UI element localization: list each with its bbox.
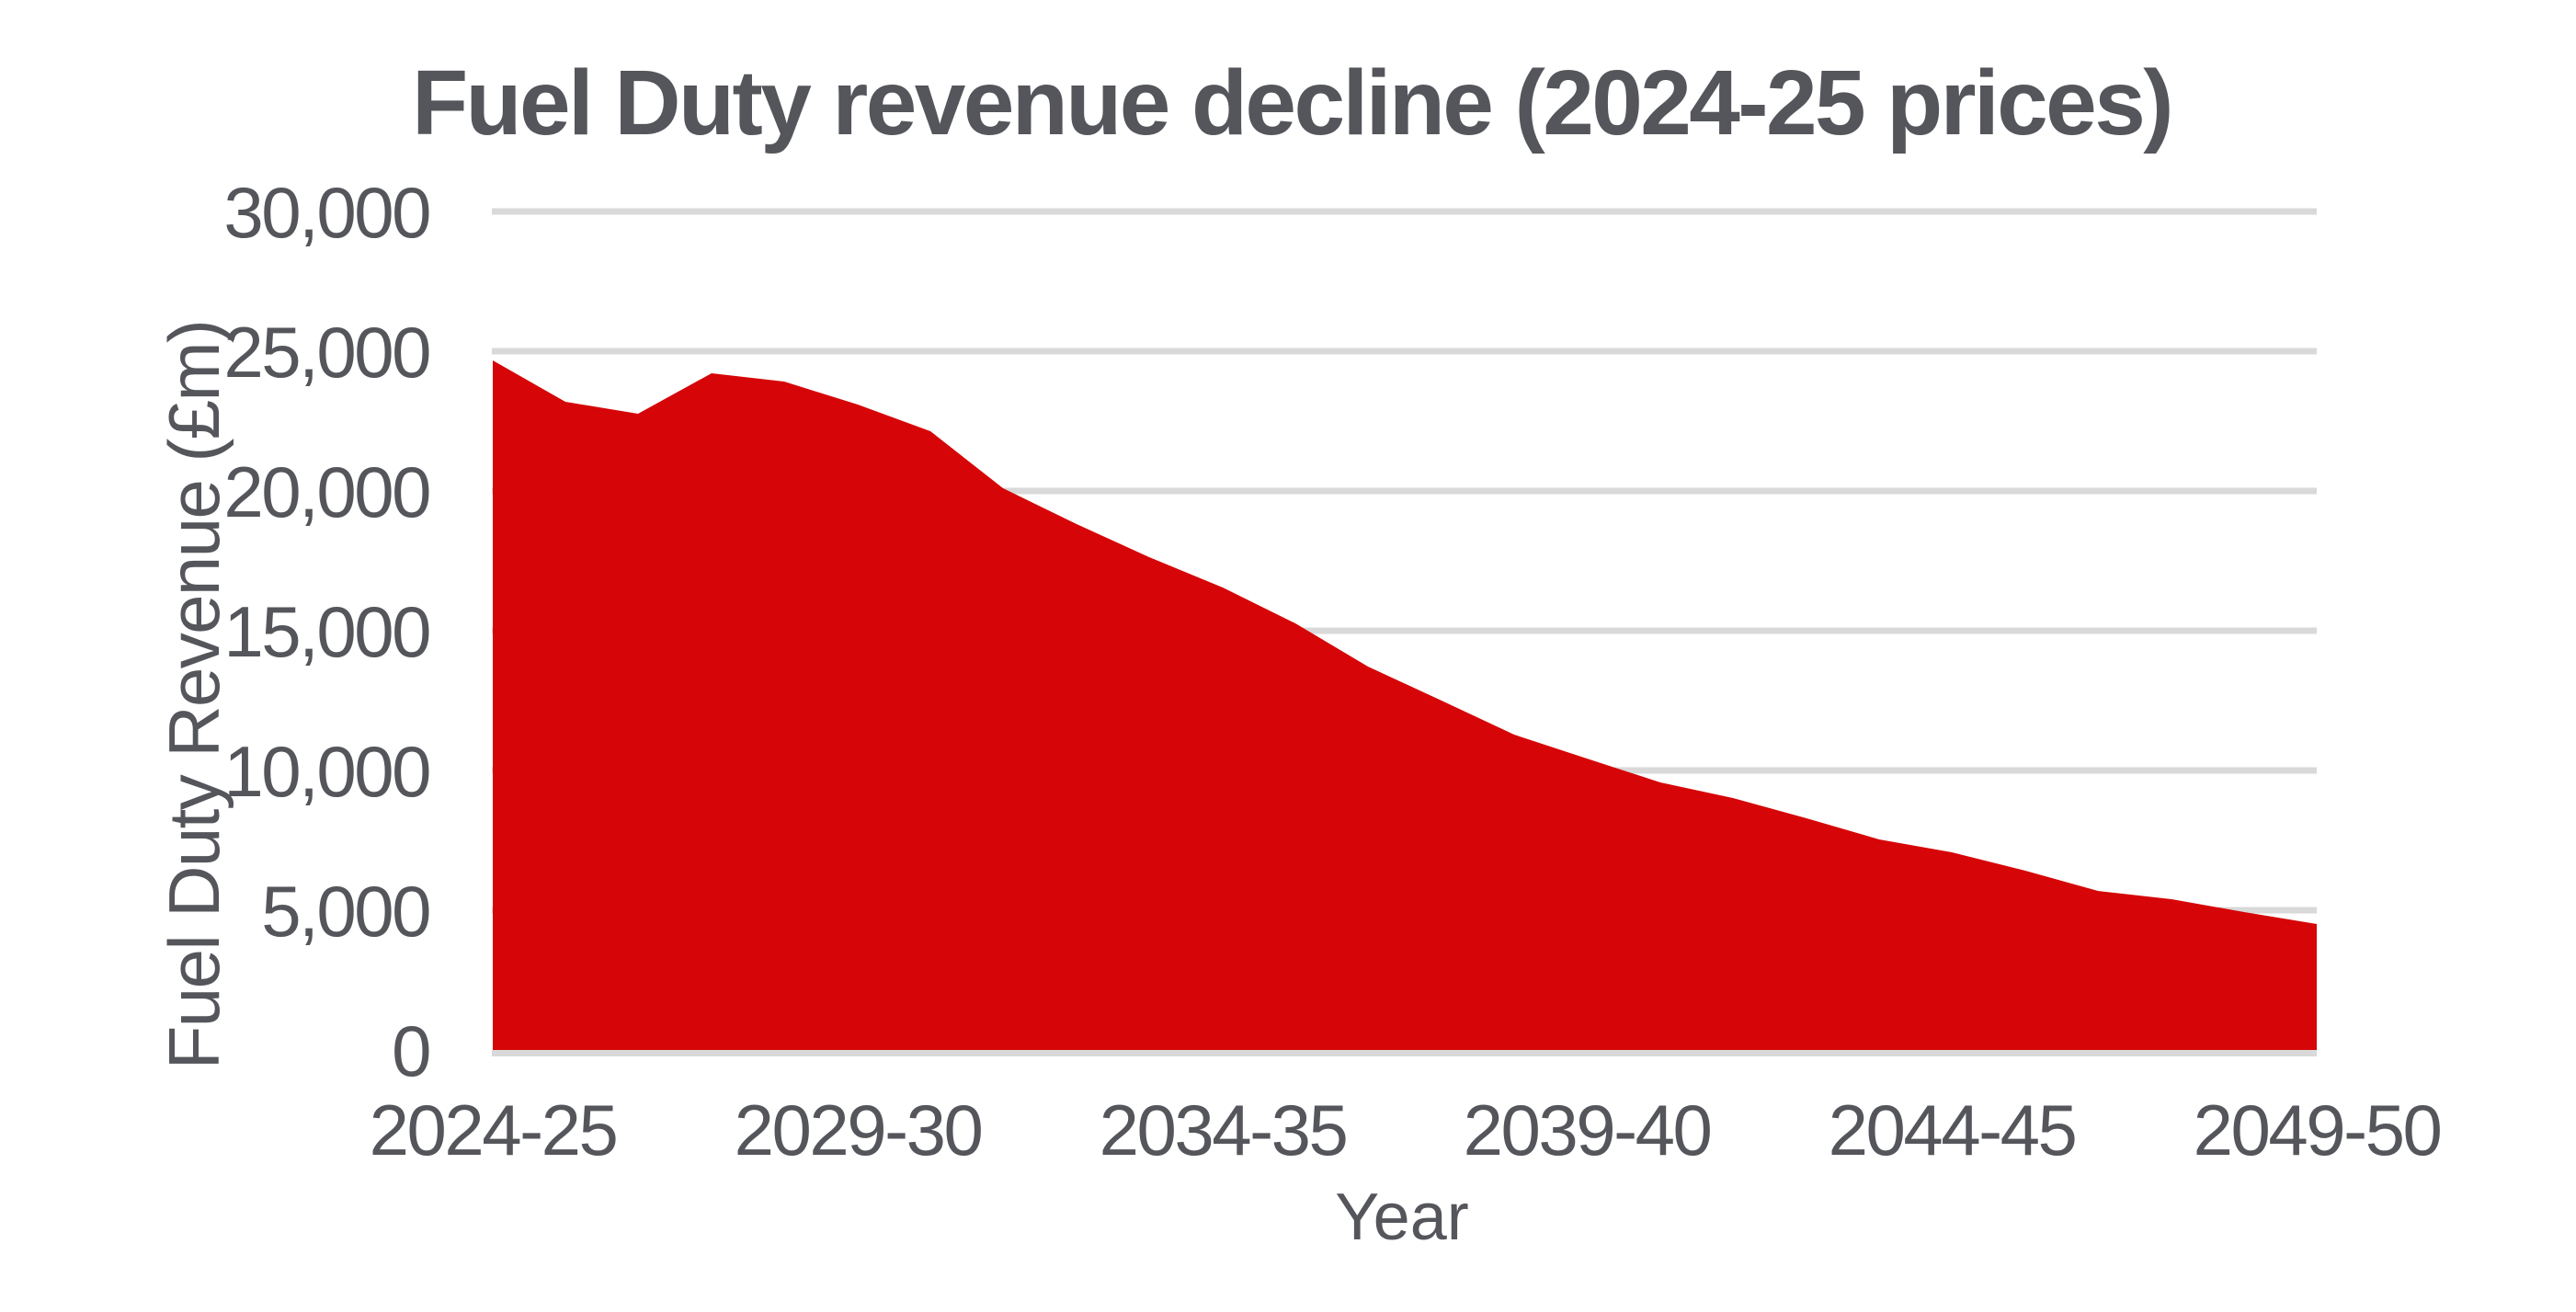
svg-text:30,000: 30,000 — [223, 172, 429, 253]
svg-text:2049-50: 2049-50 — [2194, 1090, 2441, 1170]
svg-text:0: 0 — [392, 1010, 429, 1091]
svg-text:2044-45: 2044-45 — [1829, 1090, 2076, 1170]
svg-text:5,000: 5,000 — [261, 871, 429, 952]
svg-text:2034-35: 2034-35 — [1100, 1090, 1347, 1170]
svg-text:2024-25: 2024-25 — [370, 1090, 617, 1170]
svg-text:2029-30: 2029-30 — [735, 1090, 982, 1170]
svg-text:Year: Year — [1335, 1181, 1468, 1254]
svg-text:20,000: 20,000 — [223, 451, 429, 532]
svg-text:15,000: 15,000 — [223, 591, 429, 672]
svg-text:Fuel Duty Revenue (£m): Fuel Duty Revenue (£m) — [154, 321, 234, 1069]
svg-text:2039-40: 2039-40 — [1464, 1090, 1711, 1170]
svg-text:Fuel Duty revenue decline (202: Fuel Duty revenue decline (2024-25 price… — [412, 51, 2171, 154]
svg-text:10,000: 10,000 — [223, 731, 429, 812]
svg-text:25,000: 25,000 — [223, 312, 429, 393]
